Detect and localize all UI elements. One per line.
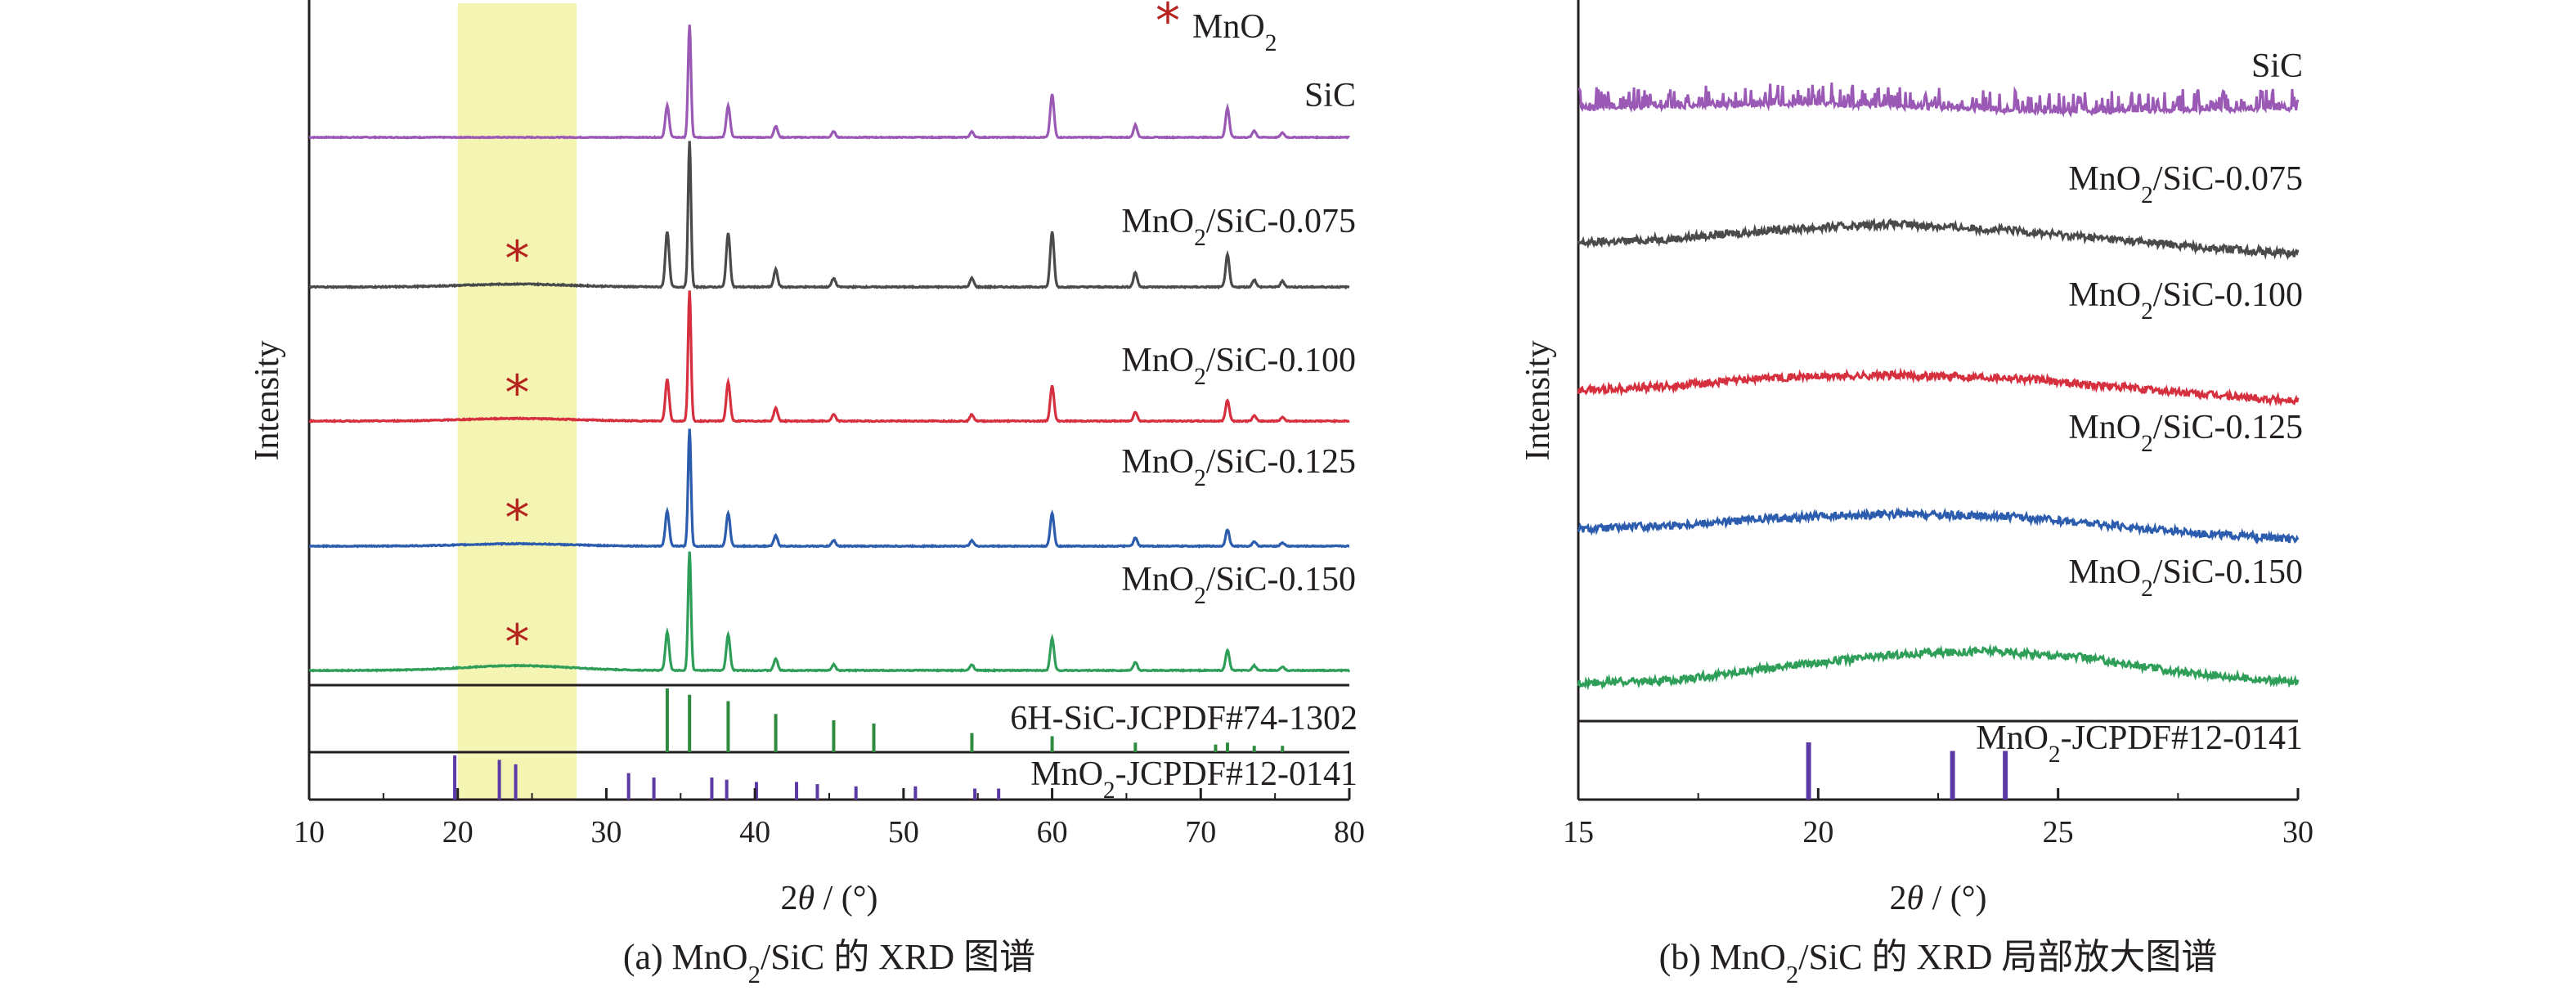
zoom-series-line-0 <box>1577 83 2300 118</box>
series-line-4 <box>308 551 1351 674</box>
ref-label-mno2: MnO2-JCPDF#12-0141 <box>1030 755 1358 804</box>
series-label-3: MnO2/SiC-0.125 <box>1121 443 1356 491</box>
series-line-0 <box>308 25 1350 140</box>
x-tick-label-5: 60 <box>1037 815 1068 849</box>
zoom-series-label-1: MnO2/SiC-0.075 <box>2068 160 2303 208</box>
x-tick-label-4: 50 <box>888 815 919 849</box>
series-label-4: MnO2/SiC-0.150 <box>1121 561 1356 609</box>
zoom-series-label-0: SiC <box>2251 47 2303 85</box>
x-tick-label-7: 80 <box>1334 815 1365 849</box>
x-tick-label-2: 30 <box>590 815 622 849</box>
zoom-series-line-4 <box>1577 643 2300 691</box>
zoom-x-tick-label-2: 25 <box>2043 815 2074 849</box>
x-tick-label-6: 70 <box>1185 815 1216 849</box>
zoom-series-label-3: MnO2/SiC-0.125 <box>2068 409 2303 457</box>
zoom-series-line-1 <box>1577 217 2300 261</box>
x-axis-title: 2θ / (°) <box>780 880 877 917</box>
x-tick-label-1: 20 <box>442 815 473 849</box>
zoom-x-axis-title: 2θ / (°) <box>1889 880 1986 917</box>
mno2-star-marker-1: * <box>505 231 529 288</box>
zoom-ref-label: MnO2-JCPDF#12-0141 <box>1976 719 2303 768</box>
panel-b-xrd-zoom: SiC MnO2/SiC-0.075 MnO2/SiC-0.100 MnO2/SiC-… <box>1519 0 2313 988</box>
series-line-3 <box>308 428 1349 549</box>
mno2-star-marker-4: * <box>505 614 529 671</box>
zoom-series-line-2 <box>1577 367 2300 407</box>
y-axis-title: Intensity <box>249 341 286 461</box>
series-label-0: SiC <box>1304 77 1356 114</box>
ref-label-sic: 6H-SiC-JCPDF#74-1302 <box>1010 700 1358 737</box>
legend-label: MnO2 <box>1192 8 1277 56</box>
legend-star: * <box>1156 0 1180 50</box>
x-tick-label-3: 40 <box>739 815 770 849</box>
series-line-1 <box>308 141 1350 290</box>
zoom-series-label-2: MnO2/SiC-0.100 <box>2068 276 2303 325</box>
series-label-2: MnO2/SiC-0.100 <box>1121 342 1356 390</box>
series-label-1: MnO2/SiC-0.075 <box>1121 203 1356 251</box>
mno2-star-marker-3: * <box>505 490 529 547</box>
mno2-star-marker-2: * <box>505 365 529 422</box>
zoom-y-axis-title: Intensity <box>1519 341 1557 461</box>
zoom-x-tick-label-1: 20 <box>1802 815 1833 849</box>
panel-a-xrd-patterns: * * * * SiC MnO2/SiC-0.075 MnO2/SiC-0.100 MnO2/… <box>249 0 1365 988</box>
caption-a: (a) MnO2/SiC 的 XRD 图谱 <box>623 937 1035 988</box>
series-line-2 <box>308 290 1350 424</box>
zoom-x-tick-label-3: 30 <box>2282 815 2313 849</box>
zoom-x-tick-label-0: 15 <box>1563 815 1594 849</box>
caption-b: (b) MnO2/SiC 的 XRD 局部放大图谱 <box>1659 937 2218 988</box>
x-tick-label-0: 10 <box>294 815 325 849</box>
zoom-series-line-3 <box>1577 507 2300 545</box>
zoom-series-label-4: MnO2/SiC-0.150 <box>2068 554 2303 602</box>
